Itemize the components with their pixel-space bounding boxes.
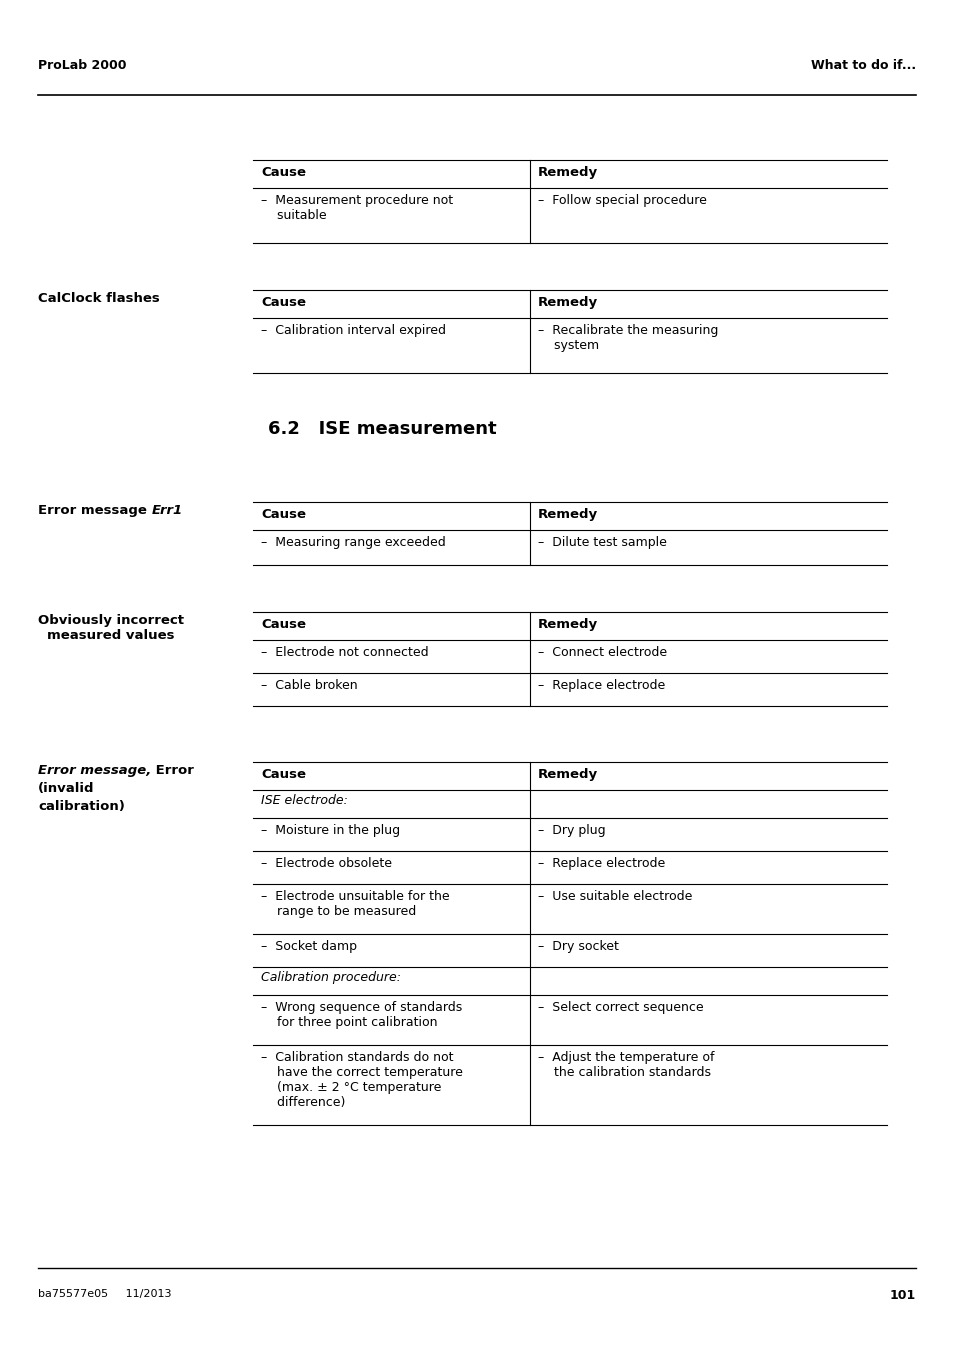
Text: –  Wrong sequence of standards
    for three point calibration: – Wrong sequence of standards for three … bbox=[261, 1000, 462, 1029]
Text: Calibration procedure:: Calibration procedure: bbox=[261, 971, 400, 984]
Text: Cause: Cause bbox=[261, 508, 306, 521]
Text: –  Electrode unsuitable for the
    range to be measured: – Electrode unsuitable for the range to … bbox=[261, 890, 449, 918]
Text: Cause: Cause bbox=[261, 296, 306, 309]
Text: Remedy: Remedy bbox=[537, 166, 598, 180]
Text: Error message,: Error message, bbox=[38, 764, 152, 778]
Text: –  Replace electrode: – Replace electrode bbox=[537, 857, 664, 869]
Text: –  Dilute test sample: – Dilute test sample bbox=[537, 536, 666, 549]
Text: –  Cable broken: – Cable broken bbox=[261, 679, 357, 693]
Text: –  Calibration standards do not
    have the correct temperature
    (max. ± 2 °: – Calibration standards do not have the … bbox=[261, 1052, 462, 1108]
Text: 101: 101 bbox=[889, 1289, 915, 1301]
Text: –  Adjust the temperature of
    the calibration standards: – Adjust the temperature of the calibrat… bbox=[537, 1052, 714, 1079]
Text: Error message: Error message bbox=[38, 504, 152, 517]
Text: –  Follow special procedure: – Follow special procedure bbox=[537, 194, 706, 207]
Text: –  Dry socket: – Dry socket bbox=[537, 940, 618, 953]
Text: Err1: Err1 bbox=[152, 504, 183, 517]
Text: What to do if...: What to do if... bbox=[810, 59, 915, 72]
Text: ba75577e05     11/2013: ba75577e05 11/2013 bbox=[38, 1289, 172, 1299]
Text: Obviously incorrect
measured values: Obviously incorrect measured values bbox=[38, 614, 184, 643]
Text: calibration): calibration) bbox=[38, 801, 125, 813]
Text: –  Calibration interval expired: – Calibration interval expired bbox=[261, 324, 446, 338]
Text: –  Use suitable electrode: – Use suitable electrode bbox=[537, 890, 692, 903]
Text: –  Connect electrode: – Connect electrode bbox=[537, 647, 666, 659]
Text: (invalid: (invalid bbox=[38, 782, 94, 795]
Text: –  Electrode obsolete: – Electrode obsolete bbox=[261, 857, 392, 869]
Text: Remedy: Remedy bbox=[537, 508, 598, 521]
Text: –  Moisture in the plug: – Moisture in the plug bbox=[261, 824, 399, 837]
Text: –  Socket damp: – Socket damp bbox=[261, 940, 356, 953]
Text: ProLab 2000: ProLab 2000 bbox=[38, 59, 127, 72]
Text: –  Replace electrode: – Replace electrode bbox=[537, 679, 664, 693]
Text: –  Electrode not connected: – Electrode not connected bbox=[261, 647, 428, 659]
Text: –  Dry plug: – Dry plug bbox=[537, 824, 605, 837]
Text: 6.2   ISE measurement: 6.2 ISE measurement bbox=[268, 420, 497, 437]
Text: –  Recalibrate the measuring
    system: – Recalibrate the measuring system bbox=[537, 324, 718, 352]
Text: ISE electrode:: ISE electrode: bbox=[261, 794, 348, 807]
Text: –  Measurement procedure not
    suitable: – Measurement procedure not suitable bbox=[261, 194, 453, 221]
Text: Remedy: Remedy bbox=[537, 618, 598, 630]
Text: –  Select correct sequence: – Select correct sequence bbox=[537, 1000, 703, 1014]
Text: –  Measuring range exceeded: – Measuring range exceeded bbox=[261, 536, 445, 549]
Text: Remedy: Remedy bbox=[537, 296, 598, 309]
Text: Remedy: Remedy bbox=[537, 768, 598, 782]
Text: Error: Error bbox=[152, 764, 193, 778]
Text: CalClock flashes: CalClock flashes bbox=[38, 292, 159, 305]
Text: Cause: Cause bbox=[261, 768, 306, 782]
Text: Cause: Cause bbox=[261, 166, 306, 180]
Text: Cause: Cause bbox=[261, 618, 306, 630]
